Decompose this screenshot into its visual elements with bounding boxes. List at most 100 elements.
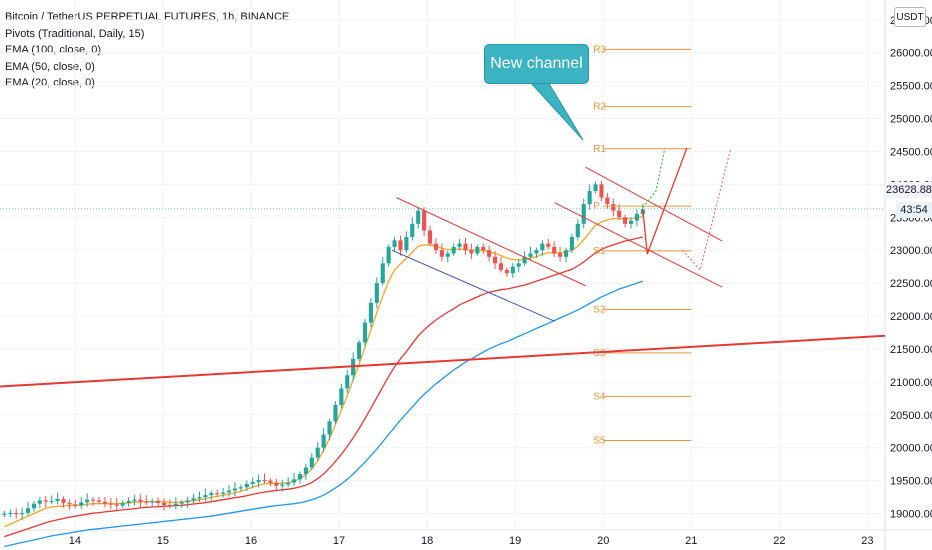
candle-body (593, 184, 598, 191)
candle-body (173, 503, 178, 506)
candle-body (161, 503, 167, 505)
candle-body (463, 243, 468, 251)
candle-body (617, 210, 622, 218)
long-trendline (0, 334, 886, 388)
candle-body (280, 484, 285, 486)
y-tick-label: 22500.00 (890, 278, 932, 290)
candle-body (386, 246, 391, 264)
callout-text: New channel (490, 55, 583, 72)
new-channel-upper (585, 166, 723, 242)
pivot-label: S5 (593, 435, 606, 446)
candle-body (362, 322, 368, 343)
candle-body (156, 501, 161, 504)
candle-body (357, 342, 362, 359)
currency-label[interactable]: USDT (894, 7, 926, 27)
candle-body (546, 243, 551, 247)
candle-body (552, 246, 557, 254)
x-tick-label: 17 (333, 535, 345, 547)
candle-body (49, 501, 54, 503)
candle-body (274, 482, 279, 486)
candle-body (73, 504, 78, 506)
candle-body (540, 243, 545, 251)
candle-body (37, 500, 42, 504)
candle-body (8, 512, 13, 514)
pivot-label: R2 (593, 102, 606, 113)
y-tick-label: 24500.00 (890, 146, 932, 158)
candle-body (203, 495, 208, 498)
candle-body (528, 253, 533, 257)
candle-body (303, 467, 308, 475)
candle-body (55, 499, 60, 502)
candle-body (120, 503, 125, 506)
candle-body (410, 223, 415, 238)
channel-lower-line (391, 249, 555, 322)
pivot-label: R3 (593, 44, 606, 55)
y-tick-label: 20000.00 (890, 443, 932, 455)
candle-body (144, 501, 149, 503)
projected-path (642, 147, 688, 255)
candle-body (126, 501, 131, 504)
x-tick-label: 14 (69, 535, 81, 547)
legend-ema50[interactable]: EMA (50, close, 0) (5, 60, 95, 73)
y-tick-label: 21500.00 (890, 344, 932, 356)
candle-body (244, 483, 249, 488)
candle-body (457, 243, 462, 247)
x-tick-label: 16 (245, 535, 257, 547)
candle-body (96, 500, 102, 502)
countdown-tag: 43:54 (896, 202, 932, 218)
candle-body (91, 499, 96, 501)
candle-body (85, 499, 90, 503)
last-price-tag: 23628.88 (886, 182, 932, 198)
x-tick-label: 21 (685, 535, 697, 547)
candle-body (25, 508, 31, 513)
x-tick-label: 22 (773, 535, 785, 547)
pivot-label: S3 (593, 348, 606, 359)
candle-body (427, 230, 433, 244)
candle-body (575, 223, 580, 238)
candle-body (132, 499, 137, 502)
candle-body (404, 237, 409, 251)
candle-body (167, 504, 172, 506)
candle-body (209, 493, 214, 496)
candle-body (333, 404, 338, 422)
candle-body (2, 513, 7, 515)
candle-body (516, 263, 521, 267)
candle-body (102, 501, 107, 504)
candle-body (14, 512, 19, 515)
candle-body (392, 240, 397, 247)
y-tick-label: 20500.00 (890, 410, 932, 422)
candle-body (185, 500, 190, 503)
candle-body (581, 204, 586, 224)
candle-body (321, 434, 326, 448)
callout-pointer (528, 81, 584, 141)
dotted-bull-path (642, 148, 666, 208)
candle-body (327, 421, 332, 435)
candle-body (67, 503, 72, 505)
candle-body (108, 503, 113, 505)
candle-body (339, 388, 344, 405)
pivot-label: S4 (593, 391, 606, 402)
candle-body (197, 497, 202, 499)
candle-body (422, 210, 427, 231)
candle-body (268, 480, 273, 483)
candle-body (558, 253, 563, 257)
candle-body (433, 243, 439, 251)
candle-body (569, 237, 574, 251)
candle-body (31, 503, 37, 509)
candle-body (179, 502, 184, 504)
y-tick-label: 26000.00 (890, 48, 932, 60)
x-tick-label: 19 (509, 535, 521, 547)
candle-body (238, 487, 243, 489)
drawings-layer (0, 81, 886, 388)
dotted-alt-path (682, 147, 732, 272)
y-tick-label: 22000.00 (890, 311, 932, 323)
new-channel-callout[interactable]: New channel (484, 44, 589, 84)
candle-body (309, 457, 314, 468)
candle-body (286, 482, 291, 485)
candle-body (20, 512, 25, 515)
candle-body (445, 253, 450, 257)
last-price-text: 23628.88 (886, 184, 932, 196)
candle-body (611, 204, 616, 211)
pivot-label: S1 (593, 246, 606, 257)
